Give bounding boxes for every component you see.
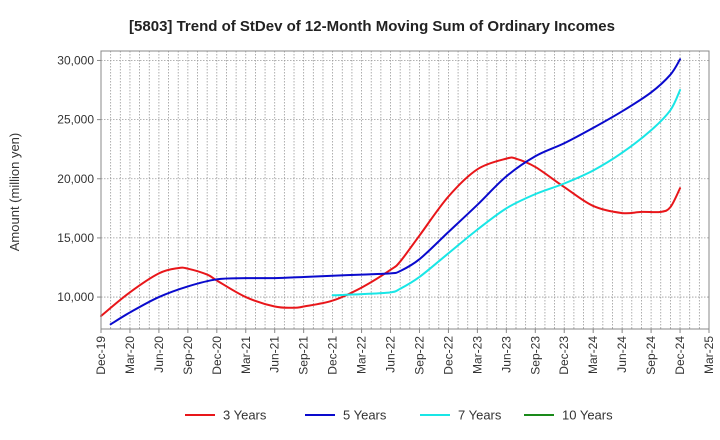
x-tick-label: Sep-22 <box>412 336 426 375</box>
x-tick-label: Mar-24 <box>586 336 600 374</box>
y-tick-label: 20,000 <box>57 172 94 186</box>
series-line-5-years <box>109 58 682 326</box>
series-line-7-years <box>331 89 682 297</box>
legend-item-5-years: 5 Years <box>305 408 387 423</box>
x-tick-label: Jun-24 <box>615 336 629 373</box>
plot-area-frame <box>100 50 710 330</box>
x-tick-label: Dec-20 <box>210 336 224 375</box>
x-tick-label: Mar-23 <box>470 336 484 374</box>
x-tick-label: Sep-21 <box>297 336 311 375</box>
x-tick-label: Sep-23 <box>528 336 542 375</box>
y-axis-ticks: 10,000 15,000 20,000 25,000 30,000 <box>57 53 101 304</box>
x-tick-label: Dec-22 <box>441 336 455 375</box>
legend-item-10-years: 10 Years <box>524 408 613 423</box>
legend: 3 Years 5 Years 7 Years 10 Years <box>185 408 613 423</box>
x-tick-label: Jun-20 <box>152 336 166 373</box>
chart-title: [5803] Trend of StDev of 12-Month Moving… <box>129 18 615 35</box>
y-axis-label: Amount (million yen) <box>7 133 22 252</box>
x-tick-label: Mar-20 <box>123 336 137 374</box>
x-tick-label: Jun-22 <box>384 336 398 373</box>
legend-item-3-years: 3 Years <box>185 408 267 423</box>
x-tick-label: Mar-25 <box>702 336 716 374</box>
series-line-3-years <box>100 156 682 317</box>
legend-label: 5 Years <box>343 408 387 423</box>
y-tick-label: 15,000 <box>57 231 94 245</box>
legend-label: 7 Years <box>458 408 502 423</box>
y-tick-label: 30,000 <box>57 53 94 67</box>
x-tick-label: Dec-24 <box>673 336 687 375</box>
legend-label: 3 Years <box>223 408 267 423</box>
x-tick-label: Mar-22 <box>355 336 369 374</box>
x-tick-label: Sep-24 <box>644 336 658 375</box>
x-tick-label: Sep-20 <box>181 336 195 375</box>
x-tick-label: Dec-19 <box>94 336 108 375</box>
x-tick-label: Dec-21 <box>326 336 340 375</box>
y-tick-label: 25,000 <box>57 113 94 127</box>
x-tick-label: Jun-21 <box>268 336 282 373</box>
legend-label: 10 Years <box>562 408 613 423</box>
x-tick-label: Mar-21 <box>239 336 253 374</box>
legend-item-7-years: 7 Years <box>420 408 502 423</box>
x-tick-label: Dec-23 <box>557 336 571 375</box>
x-tick-label: Jun-23 <box>499 336 513 373</box>
y-tick-label: 10,000 <box>57 290 94 304</box>
x-axis-ticks: Dec-19 Mar-20 Jun-20 Sep-20 Dec-20 Mar-21 Jun-… <box>94 329 716 375</box>
series-lines <box>100 58 682 326</box>
